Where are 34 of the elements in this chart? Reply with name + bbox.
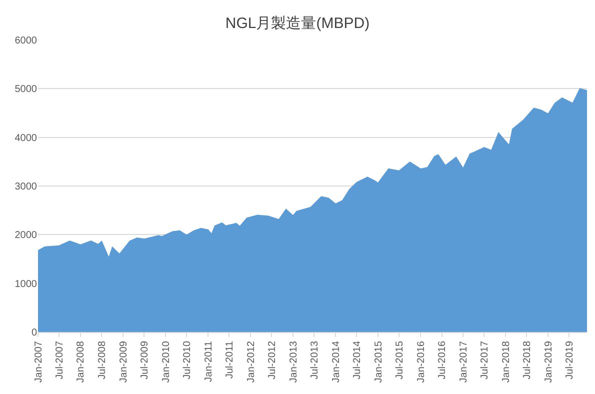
y-tick-label: 1000 <box>14 278 38 290</box>
x-tick-label: Jul-2014 <box>352 340 363 380</box>
x-tick-label: Jul-2008 <box>96 340 108 380</box>
x-tick-label: Jul-2010 <box>182 340 193 380</box>
y-tick-label: 0 <box>31 328 38 338</box>
x-tick-label: Jul-2016 <box>437 340 448 380</box>
x-tick-label: Jan-2011 <box>203 340 214 382</box>
x-tick-label: Jul-2015 <box>394 340 406 380</box>
x-tick-label: Jan-2008 <box>76 340 87 383</box>
y-tick-label: 3000 <box>14 182 38 192</box>
x-tick-label: Jan-2014 <box>330 340 342 383</box>
x-tick-label: Jul-2009 <box>139 340 150 380</box>
x-tick-label: Jul-2018 <box>522 340 533 380</box>
y-tick-label: 6000 <box>14 36 38 46</box>
x-tick-label: Jan-2013 <box>288 340 300 383</box>
x-tick-label: Jan-2016 <box>416 340 427 383</box>
x-tick-label: Jan-2015 <box>373 340 384 383</box>
x-tick-label: Jan-2017 <box>458 340 470 383</box>
x-tick-label: Jan-2009 <box>118 340 130 383</box>
y-tick-label: 4000 <box>14 132 38 144</box>
x-tick-label: Jan-2012 <box>246 340 257 383</box>
x-tick-label: Jul-2012 <box>266 340 278 380</box>
x-tick-label: Jan-2019 <box>543 340 554 383</box>
x-tick-label: Jul-2011 <box>224 340 236 379</box>
x-tick-label: Jul-2007 <box>54 340 66 380</box>
chart-title: NGL月製造量(MBPD) <box>225 15 370 32</box>
x-tick-label: Jan-2010 <box>160 340 172 383</box>
y-tick-label: 5000 <box>14 84 38 96</box>
x-tick-label: Jul-2013 <box>309 340 320 380</box>
x-tick-label: Jan-2018 <box>500 340 512 383</box>
y-tick-label: 2000 <box>14 230 38 242</box>
x-tick-label: Jul-2017 <box>479 340 490 380</box>
x-tick-label: Jan-2007 <box>33 340 44 383</box>
x-tick-label: Jul-2019 <box>564 340 576 380</box>
